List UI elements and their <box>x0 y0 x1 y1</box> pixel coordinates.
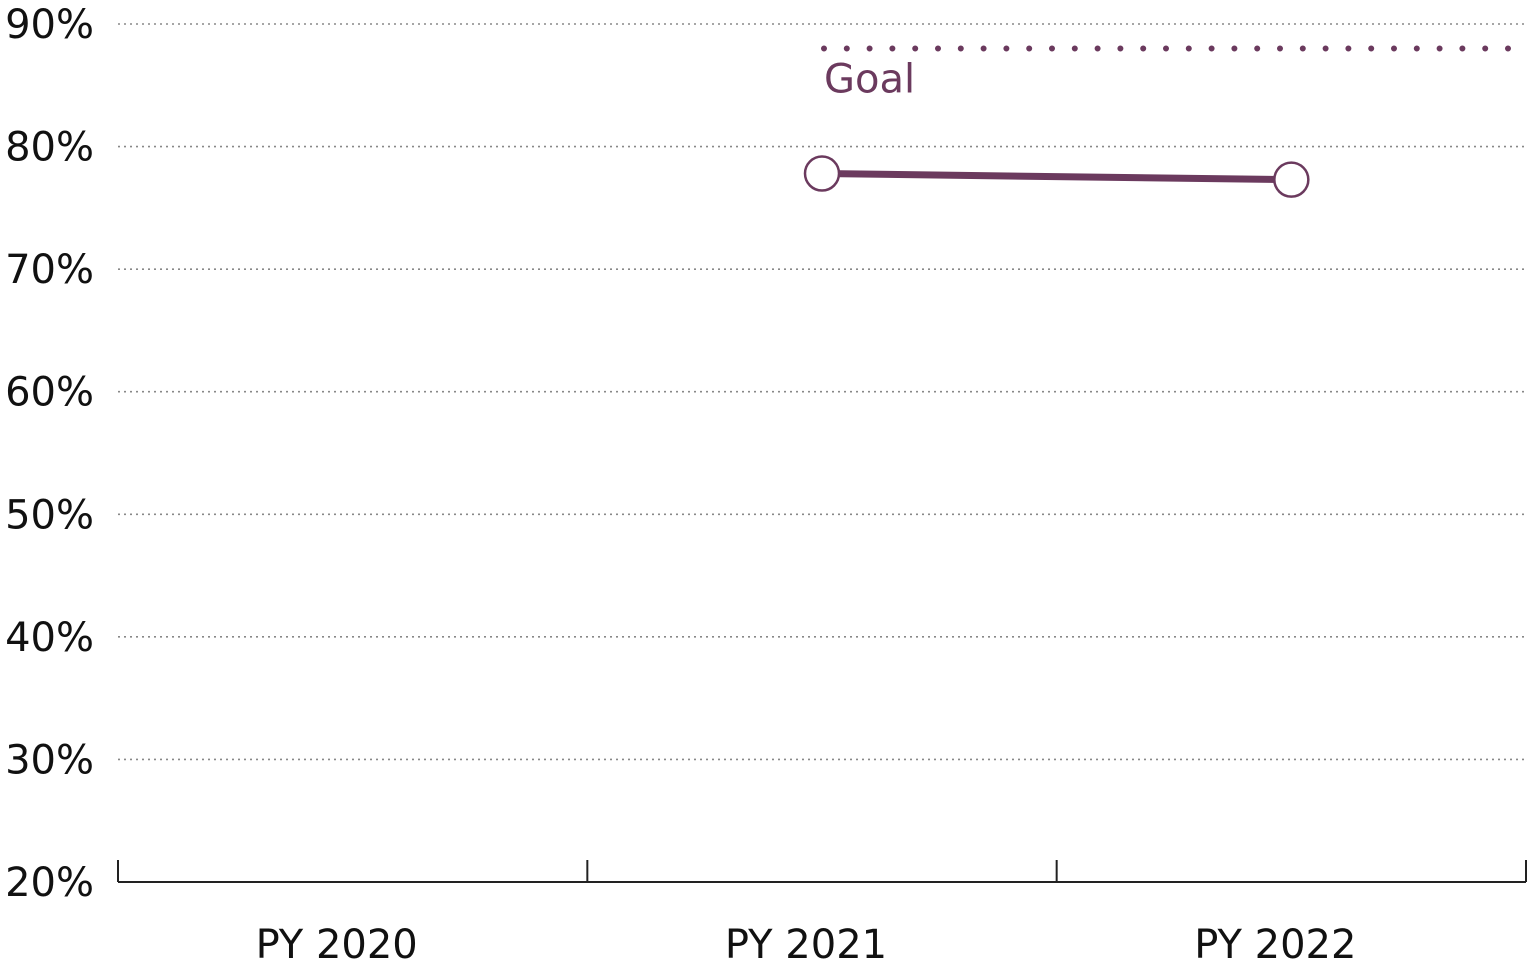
x-category-label: PY 2021 <box>725 922 887 965</box>
goal-line-group: Goal <box>821 45 1529 103</box>
x-category-label: PY 2022 <box>1194 922 1356 965</box>
x-axis: PY 2020 PY 2021 PY 2022 <box>117 860 1527 965</box>
y-axis-tick-labels: 20% 30% 40% 50% 60% 70% 80% 90% <box>5 2 94 906</box>
y-tick-label: 50% <box>5 492 94 538</box>
grid-lines <box>118 23 1526 761</box>
y-tick-label: 40% <box>5 615 94 661</box>
series-line <box>818 170 1295 184</box>
y-tick-label: 20% <box>5 860 94 906</box>
y-tick-label: 30% <box>5 737 94 783</box>
goal-label: Goal <box>824 57 915 103</box>
data-point <box>1273 161 1310 198</box>
y-tick-label: 70% <box>5 247 94 293</box>
y-tick-label: 90% <box>5 2 94 48</box>
x-category-label: PY 2020 <box>256 922 418 965</box>
y-tick-label: 60% <box>5 370 94 416</box>
y-tick-label: 80% <box>5 125 94 171</box>
series-group <box>803 155 1310 198</box>
data-point <box>803 155 841 192</box>
